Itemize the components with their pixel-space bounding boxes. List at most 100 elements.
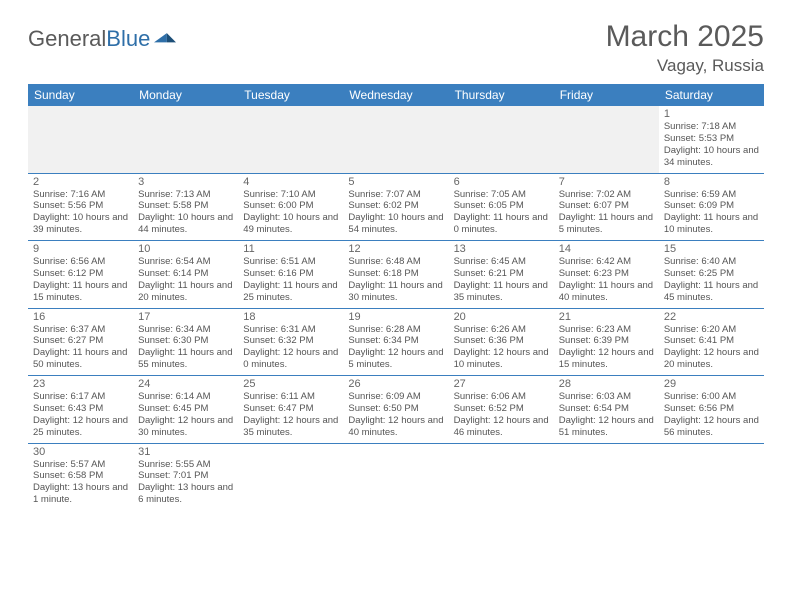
day-number: 28 (559, 378, 654, 390)
day-info: Sunrise: 5:55 AMSunset: 7:01 PMDaylight:… (138, 459, 233, 507)
day-info: Sunrise: 6:56 AMSunset: 6:12 PMDaylight:… (33, 256, 128, 304)
day-number: 14 (559, 243, 654, 255)
day-info: Sunrise: 6:06 AMSunset: 6:52 PMDaylight:… (454, 391, 549, 439)
sunset-line: Sunset: 6:07 PM (559, 200, 654, 212)
calendar-cell: 31Sunrise: 5:55 AMSunset: 7:01 PMDayligh… (133, 443, 238, 510)
sunset-line: Sunset: 6:36 PM (454, 335, 549, 347)
sunrise-line: Sunrise: 6:23 AM (559, 324, 654, 336)
sunset-line: Sunset: 6:34 PM (348, 335, 443, 347)
sunrise-line: Sunrise: 6:54 AM (138, 256, 233, 268)
month-title: March 2025 (606, 20, 764, 54)
day-info: Sunrise: 5:57 AMSunset: 6:58 PMDaylight:… (33, 459, 128, 507)
day-number: 27 (454, 378, 549, 390)
daylight-line: Daylight: 11 hours and 35 minutes. (454, 280, 549, 304)
sunrise-line: Sunrise: 7:10 AM (243, 189, 338, 201)
daylight-line: Daylight: 11 hours and 0 minutes. (454, 212, 549, 236)
daylight-line: Daylight: 11 hours and 10 minutes. (664, 212, 759, 236)
sunset-line: Sunset: 6:18 PM (348, 268, 443, 280)
calendar-cell: 18Sunrise: 6:31 AMSunset: 6:32 PMDayligh… (238, 308, 343, 376)
daylight-line: Daylight: 10 hours and 39 minutes. (33, 212, 128, 236)
day-number: 6 (454, 176, 549, 188)
calendar-cell: 16Sunrise: 6:37 AMSunset: 6:27 PMDayligh… (28, 308, 133, 376)
sunrise-line: Sunrise: 6:26 AM (454, 324, 549, 336)
sunset-line: Sunset: 6:43 PM (33, 403, 128, 415)
calendar-cell (554, 443, 659, 510)
day-number: 8 (664, 176, 759, 188)
sunrise-line: Sunrise: 6:45 AM (454, 256, 549, 268)
sunrise-line: Sunrise: 6:20 AM (664, 324, 759, 336)
day-number: 31 (138, 446, 233, 458)
calendar-row: 9Sunrise: 6:56 AMSunset: 6:12 PMDaylight… (28, 241, 764, 309)
daylight-line: Daylight: 10 hours and 34 minutes. (664, 145, 759, 169)
day-number: 13 (454, 243, 549, 255)
day-number: 22 (664, 311, 759, 323)
daylight-line: Daylight: 10 hours and 44 minutes. (138, 212, 233, 236)
day-number: 3 (138, 176, 233, 188)
calendar-cell: 7Sunrise: 7:02 AMSunset: 6:07 PMDaylight… (554, 173, 659, 241)
day-info: Sunrise: 6:59 AMSunset: 6:09 PMDaylight:… (664, 189, 759, 237)
day-number: 26 (348, 378, 443, 390)
day-number: 20 (454, 311, 549, 323)
sunrise-line: Sunrise: 6:14 AM (138, 391, 233, 403)
day-info: Sunrise: 6:11 AMSunset: 6:47 PMDaylight:… (243, 391, 338, 439)
calendar-cell (449, 443, 554, 510)
calendar-cell: 24Sunrise: 6:14 AMSunset: 6:45 PMDayligh… (133, 376, 238, 444)
sunset-line: Sunset: 6:50 PM (348, 403, 443, 415)
daylight-line: Daylight: 12 hours and 40 minutes. (348, 415, 443, 439)
weekday-header: Tuesday (238, 84, 343, 106)
day-info: Sunrise: 6:09 AMSunset: 6:50 PMDaylight:… (348, 391, 443, 439)
sunset-line: Sunset: 6:14 PM (138, 268, 233, 280)
sunrise-line: Sunrise: 6:17 AM (33, 391, 128, 403)
sunset-line: Sunset: 6:27 PM (33, 335, 128, 347)
sunrise-line: Sunrise: 6:11 AM (243, 391, 338, 403)
calendar-row: 23Sunrise: 6:17 AMSunset: 6:43 PMDayligh… (28, 376, 764, 444)
daylight-line: Daylight: 12 hours and 25 minutes. (33, 415, 128, 439)
sunset-line: Sunset: 6:52 PM (454, 403, 549, 415)
sunset-line: Sunset: 6:25 PM (664, 268, 759, 280)
weekday-header: Sunday (28, 84, 133, 106)
day-number: 15 (664, 243, 759, 255)
logo-text: GeneralBlue (28, 26, 150, 52)
calendar-body: 1Sunrise: 7:18 AMSunset: 5:53 PMDaylight… (28, 106, 764, 510)
calendar-cell: 30Sunrise: 5:57 AMSunset: 6:58 PMDayligh… (28, 443, 133, 510)
daylight-line: Daylight: 12 hours and 0 minutes. (243, 347, 338, 371)
day-info: Sunrise: 6:40 AMSunset: 6:25 PMDaylight:… (664, 256, 759, 304)
calendar-cell: 11Sunrise: 6:51 AMSunset: 6:16 PMDayligh… (238, 241, 343, 309)
day-number: 29 (664, 378, 759, 390)
day-info: Sunrise: 7:10 AMSunset: 6:00 PMDaylight:… (243, 189, 338, 237)
calendar-cell (449, 106, 554, 173)
day-number: 10 (138, 243, 233, 255)
daylight-line: Daylight: 13 hours and 6 minutes. (138, 482, 233, 506)
weekday-header: Saturday (659, 84, 764, 106)
daylight-line: Daylight: 11 hours and 50 minutes. (33, 347, 128, 371)
day-info: Sunrise: 7:05 AMSunset: 6:05 PMDaylight:… (454, 189, 549, 237)
calendar-cell (238, 443, 343, 510)
calendar-cell: 3Sunrise: 7:13 AMSunset: 5:58 PMDaylight… (133, 173, 238, 241)
calendar-cell: 10Sunrise: 6:54 AMSunset: 6:14 PMDayligh… (133, 241, 238, 309)
calendar-cell (659, 443, 764, 510)
daylight-line: Daylight: 11 hours and 20 minutes. (138, 280, 233, 304)
logo-arrow-icon (154, 27, 176, 43)
daylight-line: Daylight: 12 hours and 51 minutes. (559, 415, 654, 439)
calendar-cell (554, 106, 659, 173)
calendar-cell (343, 443, 448, 510)
day-number: 25 (243, 378, 338, 390)
sunset-line: Sunset: 6:47 PM (243, 403, 338, 415)
day-number: 16 (33, 311, 128, 323)
daylight-line: Daylight: 10 hours and 54 minutes. (348, 212, 443, 236)
sunset-line: Sunset: 6:12 PM (33, 268, 128, 280)
day-info: Sunrise: 7:16 AMSunset: 5:56 PMDaylight:… (33, 189, 128, 237)
calendar-cell: 28Sunrise: 6:03 AMSunset: 6:54 PMDayligh… (554, 376, 659, 444)
sunset-line: Sunset: 6:32 PM (243, 335, 338, 347)
day-info: Sunrise: 6:42 AMSunset: 6:23 PMDaylight:… (559, 256, 654, 304)
day-info: Sunrise: 6:45 AMSunset: 6:21 PMDaylight:… (454, 256, 549, 304)
calendar-row: 2Sunrise: 7:16 AMSunset: 5:56 PMDaylight… (28, 173, 764, 241)
calendar-cell: 22Sunrise: 6:20 AMSunset: 6:41 PMDayligh… (659, 308, 764, 376)
sunset-line: Sunset: 5:58 PM (138, 200, 233, 212)
calendar-cell: 6Sunrise: 7:05 AMSunset: 6:05 PMDaylight… (449, 173, 554, 241)
day-info: Sunrise: 6:48 AMSunset: 6:18 PMDaylight:… (348, 256, 443, 304)
calendar-cell: 17Sunrise: 6:34 AMSunset: 6:30 PMDayligh… (133, 308, 238, 376)
calendar-cell: 8Sunrise: 6:59 AMSunset: 6:09 PMDaylight… (659, 173, 764, 241)
sunset-line: Sunset: 6:05 PM (454, 200, 549, 212)
logo-text-blue: Blue (106, 26, 150, 51)
